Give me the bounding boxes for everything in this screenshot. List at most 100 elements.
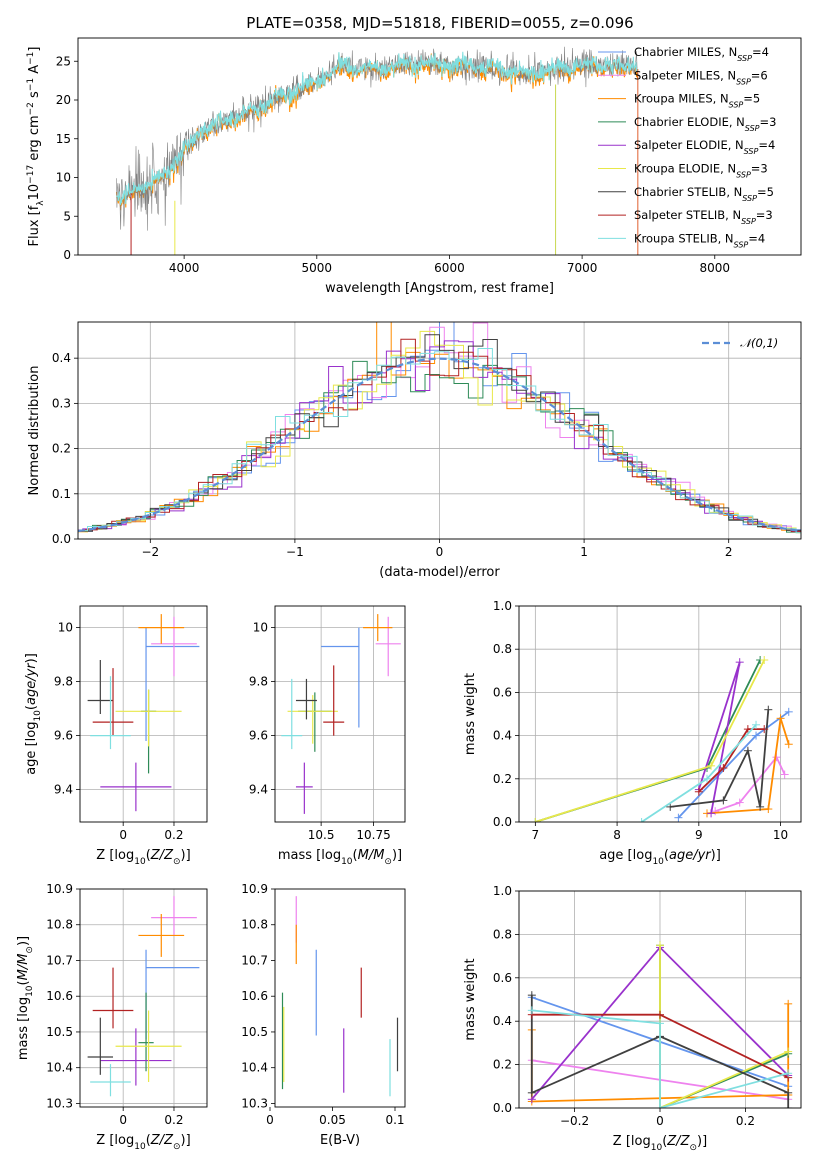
label-part: Normed distribution — [27, 366, 42, 496]
axes-mass-vs-Z — [80, 888, 207, 1107]
tick-label-x: 7 — [532, 828, 540, 842]
tick-label-y: 0.3 — [52, 396, 71, 410]
label-part: 10 — [651, 1143, 663, 1153]
tick-label-x: 0 — [119, 1113, 127, 1127]
label-part: −17 — [26, 165, 36, 184]
axes-frame — [518, 605, 802, 823]
plot-area-mass-weight-vs-age — [531, 656, 793, 822]
legend-suffix: =4 — [758, 138, 775, 152]
label-part: log — [631, 1134, 651, 1149]
label-part: )] — [16, 936, 31, 946]
axes-frame — [79, 888, 208, 1108]
label-part: ( — [664, 848, 669, 863]
legend-text: Kroupa STELIB, N — [634, 231, 734, 245]
weight-line — [535, 659, 761, 822]
tick-label-x: 0 — [119, 828, 127, 842]
label-part: 10 — [27, 184, 42, 201]
plot-area-spectrum — [116, 46, 639, 255]
tick-label-x: 0.2 — [736, 1114, 755, 1128]
y-axis-label: mass weight — [463, 673, 478, 755]
tick-label-y: 0.2 — [493, 772, 512, 786]
x-axis-label: (data-model)/error — [379, 565, 500, 580]
legend-suffix: =4 — [748, 231, 765, 245]
label-part: (data-model)/error — [379, 565, 500, 580]
tick-label-y: 10 — [253, 621, 268, 635]
label-part: −1 — [26, 52, 36, 65]
tick-label-x: 0.1 — [385, 1113, 404, 1127]
legend-entry: Salpeter MILES, NSSP=6 — [634, 68, 768, 86]
tick-label-y: 9.4 — [249, 783, 268, 797]
label-part: A — [27, 65, 42, 78]
tick-label-x: 0 — [436, 545, 444, 559]
x-axis-label: mass [log10(M/M⊙)] — [278, 848, 402, 867]
tick-label-y: 25 — [56, 54, 71, 68]
legend-suffix: =4 — [752, 45, 769, 59]
y-axis-label: Normed distribution — [27, 366, 42, 496]
tick-label-x: −1 — [286, 545, 304, 559]
label-part: Z [ — [96, 848, 114, 863]
weight-line — [659, 945, 789, 1108]
tick-label-y: 9.6 — [54, 729, 73, 743]
label-part: Z/Z — [150, 1133, 174, 1148]
label-part: erg cm — [27, 115, 42, 164]
legend-text: Salpeter STELIB, N — [634, 208, 741, 222]
tick-label-y: 0.8 — [493, 642, 512, 656]
tick-label-y: 10.3 — [46, 1096, 73, 1110]
tick-label-x: 0.2 — [164, 828, 183, 842]
legend-entry: Salpeter STELIB, NSSP=3 — [634, 208, 773, 226]
tick-label-x: 10.5 — [308, 828, 335, 842]
weight-line — [535, 659, 766, 822]
label-part: 10 — [652, 857, 664, 867]
legend-sub: SSP — [745, 123, 760, 132]
legend-sub: SSP — [736, 170, 751, 179]
legend-entry: Kroupa ELODIE, NSSP=3 — [634, 162, 768, 180]
tick-label-x: 6000 — [434, 261, 465, 275]
label-part: log — [114, 1133, 134, 1148]
tick-label-y: 0.4 — [493, 729, 512, 743]
histogram-salpeter-stelib — [78, 338, 801, 533]
x-axis-label: Z [log10(Z/Z⊙)] — [613, 1134, 707, 1153]
tick-label-y: 10.8 — [46, 918, 73, 932]
label-part: age [ — [24, 741, 39, 774]
axes-frame — [518, 890, 802, 1109]
weight-line — [677, 711, 790, 819]
tick-label-y: 10.4 — [241, 1061, 268, 1075]
legend-entry: Kroupa MILES, NSSP=5 — [634, 92, 760, 110]
legend-text: Chabrier MILES, N — [634, 45, 737, 59]
label-part: Flux [f — [27, 205, 42, 246]
tick-label-y: 10.4 — [46, 1061, 73, 1075]
tick-label-y: 9.6 — [249, 729, 268, 743]
label-part: ⊙ — [173, 1142, 181, 1152]
axes-frame — [274, 888, 406, 1108]
tick-label-y: 0.2 — [52, 442, 71, 456]
label-part: −2 — [26, 102, 36, 115]
label-part: Z [ — [96, 1133, 114, 1148]
label-part: 10 — [25, 985, 35, 997]
tick-label-x: 0 — [266, 1113, 274, 1127]
histogram-kroupa-elodie — [78, 330, 801, 534]
legend-text: Salpeter ELODIE, N — [634, 138, 744, 152]
legend-suffix: =3 — [756, 208, 773, 222]
tick-label-y: 9.8 — [249, 675, 268, 689]
axes-frame — [77, 37, 802, 256]
tick-label-x: 8 — [613, 828, 621, 842]
label-part: E(B-V) — [320, 1133, 360, 1148]
label-part: Z/Z — [666, 1134, 690, 1149]
tick-label-y: 15 — [56, 132, 71, 146]
tick-label-y: 0.0 — [52, 532, 71, 546]
legend-entry: Chabrier ELODIE, NSSP=3 — [634, 115, 776, 132]
legend-text: Chabrier ELODIE, N — [634, 115, 745, 129]
legend-entry: Salpeter ELODIE, NSSP=4 — [634, 138, 775, 156]
tick-label-y: 10.5 — [46, 1025, 73, 1039]
legend-suffix: =5 — [743, 92, 760, 106]
tick-label-x: 4000 — [169, 261, 200, 275]
label-part: 10 — [134, 1142, 146, 1152]
label-part: s — [27, 91, 42, 102]
legend-entry: Chabrier MILES, NSSP=4 — [634, 45, 769, 63]
legend-suffix: =5 — [757, 185, 774, 199]
label-part: )] — [181, 848, 191, 863]
label-part: M/M — [358, 848, 385, 863]
x-axis-label: E(B-V) — [320, 1133, 360, 1148]
tick-label-y: 10.6 — [241, 989, 268, 1003]
